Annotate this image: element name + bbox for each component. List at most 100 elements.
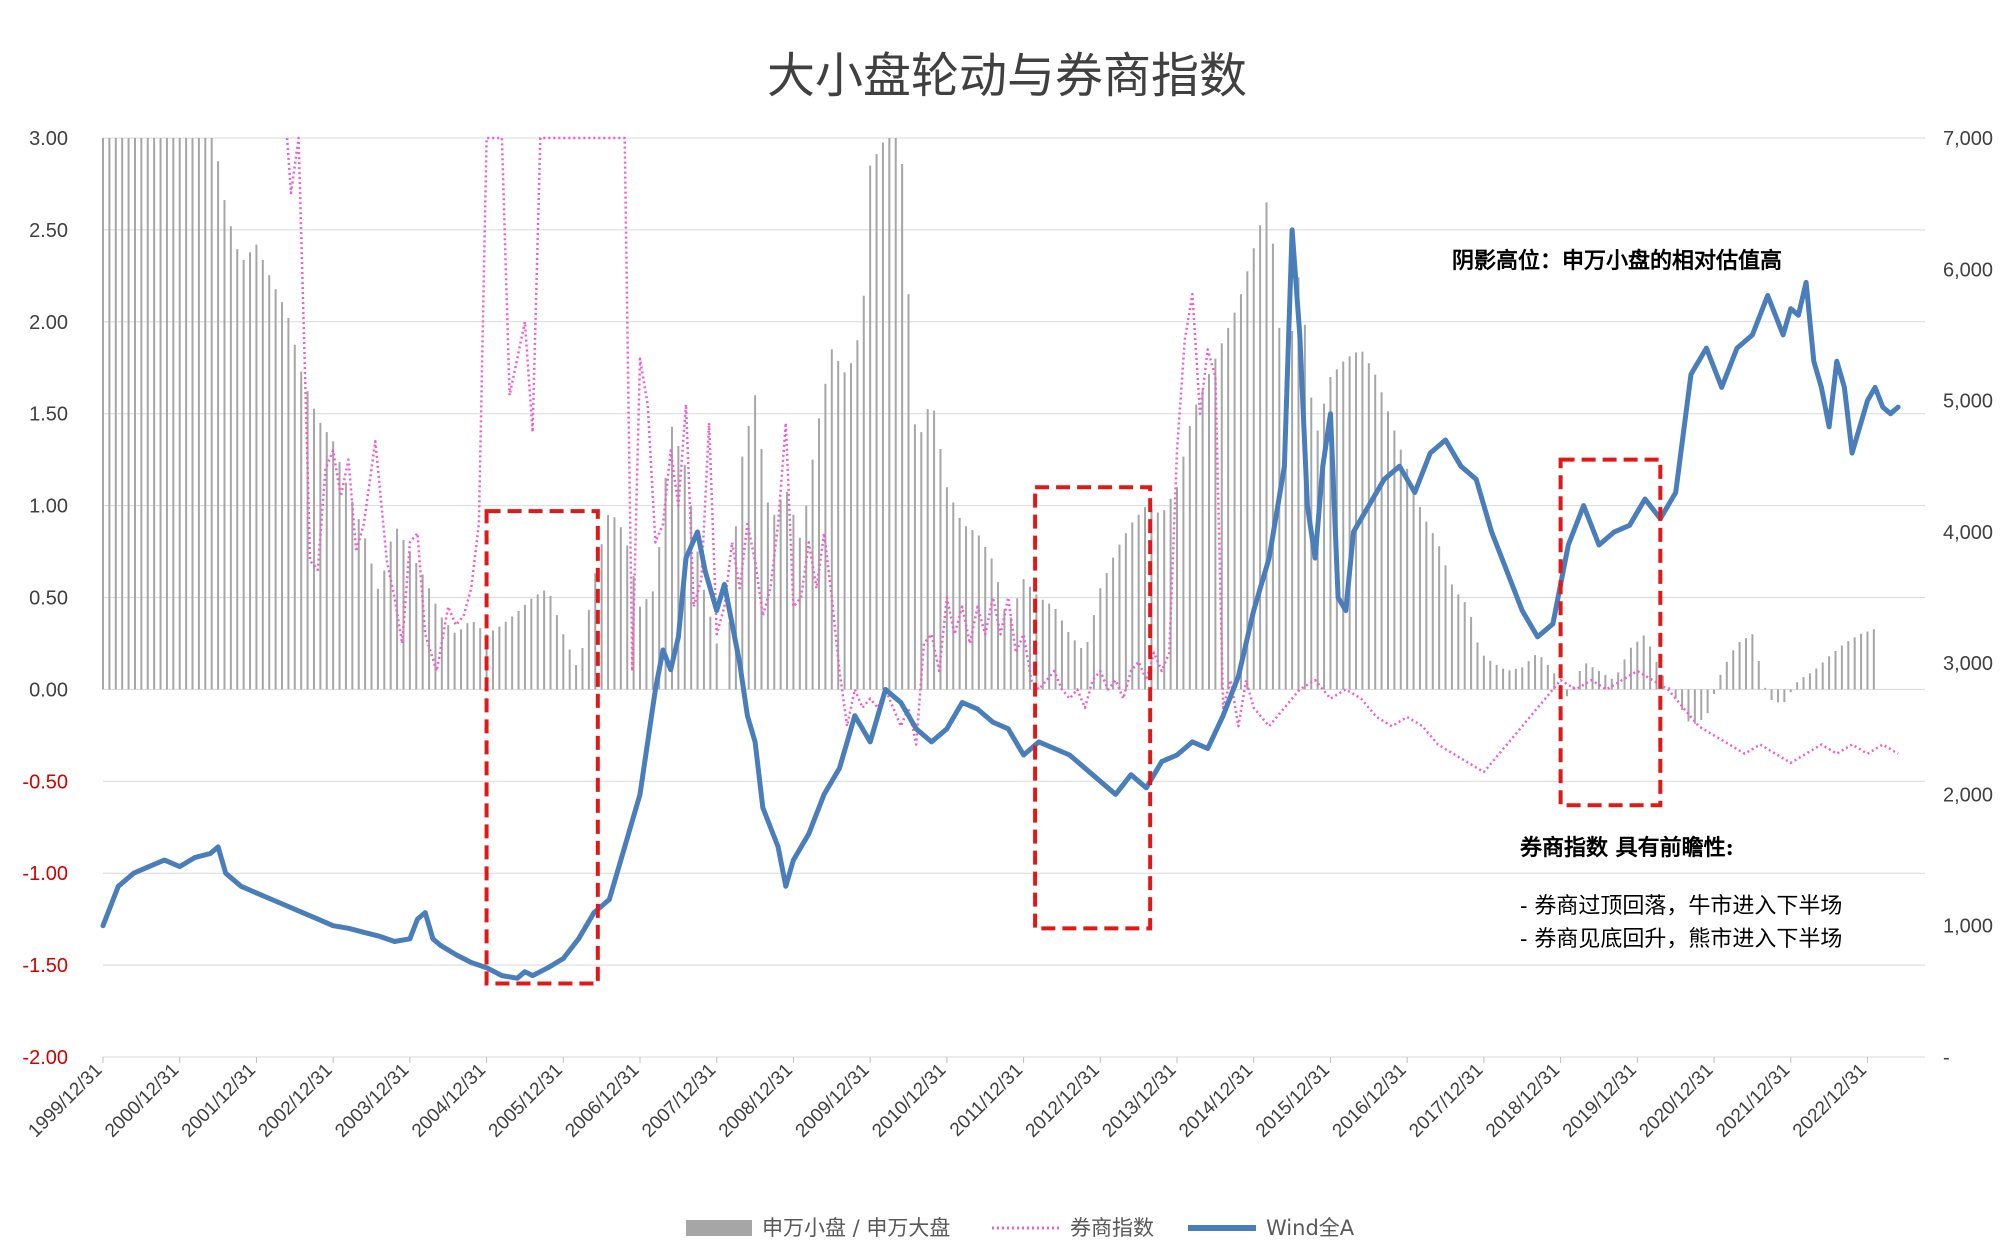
ratio-bar [1028,586,1031,690]
x-tick-label: 2000/12/31 [101,1060,183,1142]
ratio-bar [197,138,200,690]
ratio-bar [1438,546,1441,690]
ratio-bar [306,391,309,690]
ratio-bar [504,621,507,690]
ratio-bar [1687,689,1690,722]
ratio-bar [1054,608,1057,690]
ratio-bar [607,515,610,690]
ratio-bar [389,541,392,690]
ratio-bar [287,317,290,690]
ratio-bar [1840,645,1843,690]
ratio-bar [1553,673,1556,690]
ratio-bar [229,226,232,690]
ratio-bar [460,629,463,690]
ratio-bar [1163,510,1166,690]
ratio-bar [1540,657,1543,690]
ratio-bar [402,540,405,690]
ratio-bar [1323,403,1326,690]
ratio-bar [1783,689,1786,703]
ratio-bar [1418,507,1421,690]
ratio-bar [491,630,494,690]
right-tick-label: 3,000 [1943,653,1993,675]
ratio-bar [428,588,431,690]
ratio-bar [472,622,475,690]
ratio-bar [677,445,680,690]
ratio-bar [466,623,469,690]
ratio-bar [1073,640,1076,690]
ratio-bar [1329,376,1332,690]
ratio-bar [312,408,315,690]
ratio-bar [901,164,904,690]
ratio-bar [1853,637,1856,690]
ratio-bar [364,538,367,690]
ratio-bar [453,632,456,690]
x-tick-label: 2003/12/31 [331,1060,413,1142]
ratio-bar [1744,638,1747,690]
ratio-bar [562,634,565,690]
ratio-bar [1246,271,1249,690]
ratio-bar [530,598,533,690]
right-tick-label: 2,000 [1943,784,1993,806]
right-tick-label: - [1943,1047,1950,1069]
ratio-bar [102,138,104,690]
ratio-bar [1789,689,1792,693]
ratio-bar [1821,662,1824,690]
ratio-bar [734,526,737,690]
highlight-box [1033,485,1153,931]
ratio-bar [325,432,328,690]
ratio-bar [108,138,111,690]
ratio-bar [907,294,910,690]
ratio-bar [447,625,450,690]
ratio-bar [217,161,220,690]
ratio-bar [818,418,821,690]
ratio-bar [1297,277,1300,690]
ratio-bar [696,551,699,690]
ratio-bar [1508,670,1511,690]
legend: 申万小盘 / 申万大盘 券商指数 Wind全A [686,1216,1355,1240]
ratio-bar [1725,661,1728,690]
ratio-bar [856,340,859,690]
x-tick-label: 2015/12/31 [1252,1060,1334,1142]
legend-label-ratio: 申万小盘 / 申万大盘 [762,1216,950,1240]
x-tick-label: 2013/12/31 [1098,1060,1180,1142]
ratio-bar [1610,678,1613,690]
ratio-bar [1182,456,1185,690]
ratio-bar [1099,588,1102,690]
ratio-bar [1866,631,1869,690]
ratio-bar [511,616,514,690]
ratio-bar [1271,243,1274,690]
ratio-bar [1796,682,1799,690]
ratio-bar [434,603,437,690]
ratio-bar [581,648,584,690]
ratio-bar [613,517,616,690]
x-tick-label: 2012/12/31 [1022,1060,1104,1142]
ratio-bar [1776,689,1779,703]
ratio-bar [242,259,245,690]
ratio-bar [575,664,578,690]
annotation-broker-lead: 券商指数 具有前瞻性: [1519,835,1734,861]
x-tick-label: 2009/12/31 [792,1060,874,1142]
ratio-bar [1489,660,1492,690]
ratio-bar [1860,633,1863,690]
ratio-bar [971,530,974,690]
ratio-bar [1534,655,1537,690]
ratio-bar [1713,689,1716,694]
ratio-bar [555,615,558,690]
ratio-bar [830,349,833,690]
ratio-bar [1067,631,1070,690]
x-axis: 1999/12/312000/12/312001/12/312002/12/31… [24,1057,1871,1142]
ratio-bar [1016,598,1019,690]
ratio-bar [786,491,789,690]
ratio-bar [881,142,884,690]
broker-index-line [285,136,1899,774]
ratio-bar [1655,661,1658,690]
ratio-bar [319,422,322,690]
ratio-bar [165,138,168,690]
ratio-bar [913,424,916,690]
annotation-broker-line1: - 券商过顶回落，牛市进入下半场 [1520,894,1842,919]
ratio-bar [1674,689,1677,699]
ratio-bar [1124,533,1127,690]
ratio-bar [332,441,335,690]
ratio-bar [351,501,354,690]
ratio-bar [619,527,622,690]
